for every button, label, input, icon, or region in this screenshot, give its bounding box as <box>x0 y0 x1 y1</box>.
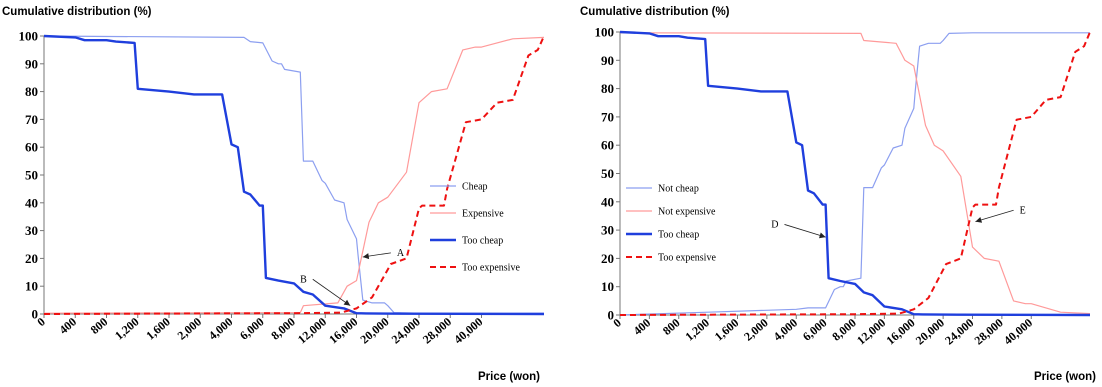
x-tick-label: 0 <box>610 316 624 331</box>
x-tick-label: 800 <box>660 316 683 338</box>
annotation-label: B <box>300 274 307 285</box>
legend-label: Not cheap <box>658 184 699 195</box>
x-tick-label: 6,000 <box>237 315 267 343</box>
x-tick-label: 8,000 <box>829 316 859 344</box>
y-tick-label: 0 <box>32 307 39 322</box>
legend-label: Cheap <box>462 182 488 193</box>
y-tick-label: 30 <box>601 223 614 238</box>
x-tick-label: 12,000 <box>295 315 329 347</box>
y-tick-label: 70 <box>25 112 38 127</box>
annotation-arrow <box>784 224 826 238</box>
x-tick-label: 4,000 <box>206 315 236 343</box>
x-tick-label: 1,600 <box>143 315 173 343</box>
x-tick-label: 12,000 <box>854 316 888 348</box>
y-tick-label: 40 <box>601 194 614 209</box>
x-tick-label: 400 <box>56 315 79 337</box>
series-line-too-expensive <box>43 35 545 315</box>
x-tick-label: 20,000 <box>913 316 947 348</box>
y-tick-label: 80 <box>25 84 38 99</box>
y-tick-label: 40 <box>25 195 38 210</box>
x-tick-label: 1,200 <box>682 316 712 344</box>
x-tick-label: 8,000 <box>268 315 298 343</box>
y-tick-label: 100 <box>19 29 39 44</box>
x-tick-label: 6,000 <box>800 316 830 344</box>
legend-label: Not expensive <box>658 207 716 218</box>
annotation-arrowhead <box>819 232 826 239</box>
annotation-arrow <box>975 209 1014 222</box>
x-tick-label: 4,000 <box>770 316 800 344</box>
y-tick-label: 60 <box>601 138 614 153</box>
annotation-label: E <box>1020 205 1026 216</box>
y-tick-label: 20 <box>601 251 614 266</box>
series-line-too-cheap <box>619 30 1091 317</box>
annotation-arrowhead <box>975 217 983 223</box>
legend-label: Expensive <box>462 209 504 220</box>
x-tick-label: 28,000 <box>420 315 454 347</box>
x-tick-label: 2,000 <box>174 315 204 343</box>
series-line-too-expensive <box>619 31 1091 316</box>
y-tick-label: 20 <box>25 251 38 266</box>
series-line-expensive <box>43 36 545 314</box>
y-tick-label: 90 <box>25 56 38 71</box>
y-tick-label: 10 <box>25 279 38 294</box>
series-line-too-cheap <box>43 34 545 316</box>
legend-label: Too cheap <box>658 230 699 241</box>
x-tick-label: 800 <box>88 315 111 337</box>
chart-right: Cumulative distribution (%) 0 10 20 30 40 50 60… <box>580 6 1096 383</box>
series-line-not-cheap <box>619 32 1090 316</box>
x-tick-label: 2,000 <box>741 316 771 344</box>
y-tick-label: 30 <box>25 223 38 238</box>
y-tick-label: 100 <box>595 25 615 40</box>
x-tick-label: 24,000 <box>389 315 423 347</box>
series-line-cheap <box>43 35 544 314</box>
legend-label: Too cheap <box>462 236 503 247</box>
x-tick-label: 16,000 <box>883 316 917 348</box>
y-tick-label: 60 <box>25 140 38 155</box>
x-tick-label: 400 <box>631 316 654 338</box>
annotation-arrowhead <box>362 253 370 260</box>
x-axis-title: Price (won) <box>478 371 540 383</box>
y-axis-title: Cumulative distribution (%) <box>580 6 730 18</box>
x-tick-label: 1,600 <box>712 316 742 344</box>
y-tick-label: 0 <box>608 308 615 323</box>
y-tick-label: 10 <box>601 279 614 294</box>
x-tick-label: 0 <box>34 315 48 330</box>
annotation-arrowhead <box>343 299 351 306</box>
x-axis-title: Price (won) <box>1034 371 1096 383</box>
y-tick-label: 80 <box>601 81 614 96</box>
x-tick-label: 20,000 <box>357 315 391 347</box>
x-tick-label: 1,200 <box>112 315 142 343</box>
legend-label: Too expensive <box>658 253 716 264</box>
legend-label: Too expensive <box>462 263 520 274</box>
x-tick-label: 40,000 <box>1001 316 1035 348</box>
x-tick-label: 24,000 <box>942 316 976 348</box>
y-tick-label: 50 <box>601 166 614 181</box>
y-tick-label: 90 <box>601 53 614 68</box>
x-tick-label: 16,000 <box>326 315 360 347</box>
x-tick-label: 40,000 <box>451 315 485 347</box>
x-tick-label: 28,000 <box>972 316 1006 348</box>
annotation-label: A <box>397 248 405 259</box>
y-tick-label: 70 <box>601 109 614 124</box>
annotation-arrow <box>312 278 351 306</box>
series-line-not-expensive <box>619 32 1091 315</box>
chart-left: Cumulative distribution (%) 0 10 20 30 40 50 60… <box>2 6 545 383</box>
annotation-label: D <box>771 219 778 230</box>
y-tick-label: 50 <box>25 168 38 183</box>
y-axis-title: Cumulative distribution (%) <box>2 6 152 18</box>
